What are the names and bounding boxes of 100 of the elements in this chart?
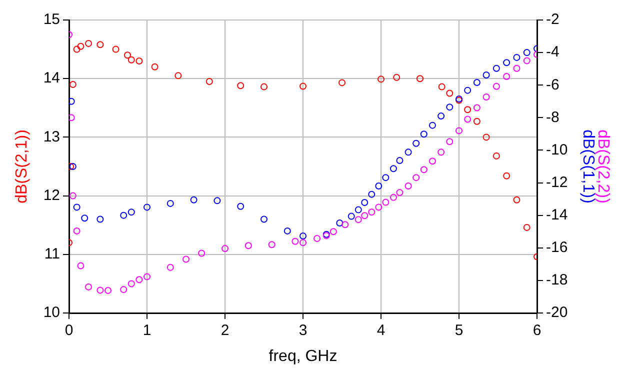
point — [73, 46, 80, 53]
y-tick-label: 13 — [43, 128, 60, 146]
y2-tick-label: -4 — [546, 44, 560, 61]
point — [482, 134, 490, 141]
point — [144, 273, 150, 280]
x-tick-label: 4 — [376, 322, 386, 340]
point — [375, 204, 382, 211]
point — [342, 221, 349, 228]
point — [85, 283, 92, 290]
point — [492, 64, 500, 72]
point — [368, 208, 376, 216]
point — [348, 212, 355, 220]
point — [368, 190, 376, 198]
point — [104, 287, 112, 294]
y2-tick-label: -16 — [546, 239, 568, 256]
point — [330, 228, 337, 236]
point — [378, 76, 384, 83]
point — [492, 82, 500, 90]
point — [446, 90, 454, 97]
point — [85, 40, 92, 47]
point — [292, 238, 299, 245]
text: dB(S(2,1)) — [13, 130, 30, 204]
point — [136, 276, 143, 284]
text: dB(S(1,1)) — [580, 130, 597, 204]
point — [244, 242, 252, 250]
point — [393, 74, 400, 81]
x-tick-label: 2 — [220, 322, 230, 340]
point — [182, 256, 190, 263]
point — [503, 59, 510, 66]
point — [473, 118, 480, 125]
point — [361, 198, 368, 206]
point — [96, 216, 104, 223]
y2-tick-label: -8 — [546, 108, 560, 126]
point — [73, 227, 80, 234]
point — [77, 42, 84, 50]
y2-tick-label: -6 — [546, 76, 560, 94]
point — [404, 182, 412, 190]
point — [482, 93, 490, 100]
point — [375, 182, 382, 190]
point — [464, 106, 472, 114]
point — [81, 214, 88, 222]
text: dB(S(2,2)) — [594, 130, 612, 204]
y2-tick-label: -12 — [546, 174, 568, 191]
point — [354, 216, 362, 224]
point — [260, 216, 268, 223]
point — [69, 192, 76, 200]
y2-tick-label: -14 — [546, 206, 568, 224]
point — [513, 54, 520, 61]
point — [300, 232, 306, 240]
point — [77, 262, 84, 270]
point — [338, 79, 346, 86]
point — [473, 79, 480, 86]
point — [128, 56, 135, 64]
x-tick-label: 1 — [142, 322, 152, 340]
y-tick-label: 11 — [44, 246, 60, 263]
point — [120, 286, 128, 294]
point — [482, 72, 490, 79]
point — [438, 112, 445, 120]
point — [446, 138, 454, 146]
x-axis-title: freq, GHz — [268, 348, 338, 365]
point — [523, 224, 530, 231]
x-tick-label: 5 — [454, 322, 464, 340]
point — [412, 174, 420, 182]
point — [128, 208, 135, 216]
point — [124, 52, 131, 59]
point — [396, 156, 404, 164]
x-tick-label: 3 — [298, 322, 308, 340]
point — [144, 204, 150, 211]
point — [428, 158, 436, 165]
point — [492, 152, 500, 160]
point — [446, 104, 454, 111]
point — [464, 86, 472, 94]
point — [390, 165, 397, 172]
point — [136, 58, 143, 65]
point — [396, 189, 404, 196]
y-tick-label: 15 — [43, 11, 60, 28]
point — [166, 264, 174, 271]
point — [456, 127, 462, 134]
point — [268, 241, 276, 248]
point — [73, 204, 80, 211]
point — [222, 245, 228, 252]
point — [382, 174, 390, 182]
point — [361, 212, 368, 220]
y2-tick-label: -20 — [546, 304, 568, 322]
point — [69, 80, 76, 88]
point — [174, 72, 182, 80]
point — [300, 239, 306, 246]
point — [336, 219, 344, 226]
point — [69, 114, 75, 122]
point — [120, 212, 128, 219]
point — [428, 122, 436, 129]
x-tick-label: 0 — [64, 322, 74, 340]
point — [473, 104, 480, 112]
point — [96, 41, 104, 48]
point — [237, 202, 244, 210]
point — [300, 82, 306, 90]
point — [190, 196, 198, 204]
point — [513, 196, 520, 204]
point — [237, 82, 244, 90]
y2-tick-label: -2 — [546, 11, 560, 28]
